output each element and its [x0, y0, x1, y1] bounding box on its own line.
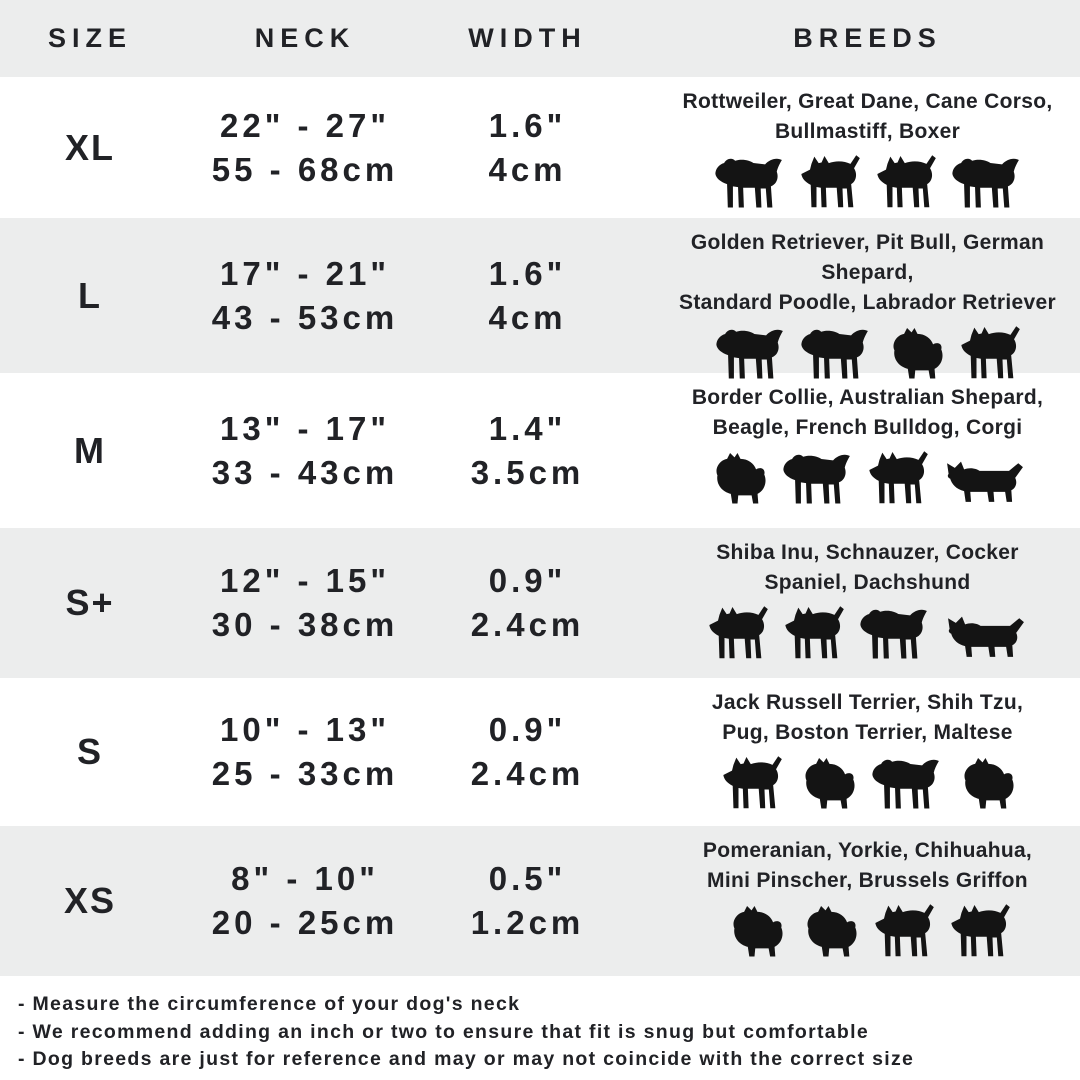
neck-cm: 55 - 68cm — [211, 150, 399, 188]
size-label: M — [74, 429, 106, 471]
header-size: SIZE — [47, 23, 132, 53]
dog-pointy-ear-icon — [871, 901, 936, 958]
table-header: SIZE NECK WIDTH BREEDS — [0, 0, 1080, 77]
footnote: - We recommend adding an inch or two to … — [18, 1020, 869, 1043]
breeds-list: Border Collie, Australian Shepard, Beagl… — [691, 386, 1044, 439]
dog-floppy-ear-icon — [869, 753, 943, 810]
dog-floppy-ear-icon — [780, 448, 854, 505]
dog-silhouettes — [723, 901, 1012, 958]
size-label: S — [76, 731, 103, 772]
dog-silhouettes — [705, 603, 1030, 660]
neck-cm: 25 - 33cm — [211, 755, 399, 792]
width-cm: 4cm — [488, 150, 567, 188]
dog-fluffy-icon — [706, 450, 769, 505]
dog-pointy-ear-icon — [873, 152, 938, 209]
neck-cm: 43 - 53cm — [211, 298, 399, 336]
width-inches: 0.5" — [488, 860, 567, 897]
footnote: - Measure the circumference of your dog'… — [18, 993, 521, 1015]
breeds-list: Pomeranian, Yorkie, Chihuahua, Mini Pins… — [702, 839, 1033, 892]
width-cm: 2.4cm — [470, 755, 585, 792]
width-cm: 2.4cm — [470, 606, 585, 643]
neck-cm: 33 - 43cm — [211, 453, 399, 491]
table-row-m: M 13" - 17" 33 - 43cm 1.4" 3.5cm Border … — [0, 373, 1080, 528]
dog-floppy-ear-icon — [798, 323, 872, 380]
dog-long-body-icon — [941, 457, 1029, 505]
dog-fluffy-icon — [883, 325, 946, 380]
table-row-xl: XL 22" - 27" 55 - 68cm 1.6" 4cm Rottweil… — [0, 77, 1080, 218]
dog-fluffy-icon — [795, 755, 858, 810]
dog-floppy-ear-icon — [713, 323, 787, 380]
neck-inches: 22" - 27" — [219, 106, 391, 144]
table-row-xs: XS 8" - 10" 20 - 25cm 0.5" 1.2cm Pomeran… — [0, 826, 1080, 976]
footnote: - Dog breeds are just for reference and … — [18, 1048, 915, 1070]
breeds-list: Golden Retriever, Pit Bull, German Shepa… — [679, 231, 1056, 314]
neck-inches: 8" - 10" — [231, 860, 379, 897]
width-inches: 1.6" — [488, 254, 567, 292]
dog-pointy-ear-icon — [957, 323, 1022, 380]
dog-pointy-ear-icon — [705, 603, 770, 660]
header-breeds: BREEDS — [793, 23, 942, 53]
dog-pointy-ear-icon — [865, 448, 930, 505]
dog-long-body-icon — [942, 612, 1030, 660]
dog-pointy-ear-icon — [719, 753, 784, 810]
dog-silhouettes — [713, 323, 1022, 380]
table-row-l: L 17" - 21" 43 - 53cm 1.6" 4cm Golden Re… — [0, 218, 1080, 373]
size-label: S+ — [65, 582, 115, 623]
width-cm: 1.2cm — [470, 904, 585, 941]
dog-pointy-ear-icon — [797, 152, 862, 209]
dog-pointy-ear-icon — [781, 603, 846, 660]
neck-cm: 20 - 25cm — [211, 904, 399, 941]
table-row-s: S 10" - 13" 25 - 33cm 0.9" 2.4cm Jack Ru… — [0, 678, 1080, 826]
dog-floppy-ear-icon — [712, 152, 786, 209]
breeds-list: Jack Russell Terrier, Shih Tzu, Pug, Bos… — [711, 691, 1024, 744]
footnotes: - Measure the circumference of your dog'… — [0, 976, 1080, 1080]
dog-fluffy-icon — [797, 903, 860, 958]
neck-inches: 12" - 15" — [219, 562, 391, 599]
dog-silhouettes — [706, 448, 1029, 505]
neck-inches: 13" - 17" — [219, 409, 391, 447]
dog-floppy-ear-icon — [949, 152, 1023, 209]
dog-pointy-ear-icon — [947, 901, 1012, 958]
header-width: WIDTH — [468, 23, 587, 53]
table-row-s-plus: S+ 12" - 15" 30 - 38cm 0.9" 2.4cm Shiba … — [0, 528, 1080, 678]
width-inches: 1.4" — [488, 409, 567, 447]
dog-fluffy-icon — [723, 903, 786, 958]
dog-fluffy-icon — [954, 755, 1017, 810]
width-inches: 1.6" — [488, 106, 567, 144]
neck-inches: 10" - 13" — [219, 711, 391, 748]
width-inches: 0.9" — [488, 562, 567, 599]
neck-cm: 30 - 38cm — [211, 606, 399, 643]
width-inches: 0.9" — [488, 711, 567, 748]
dog-silhouettes — [712, 152, 1023, 209]
breeds-list: Rottweiler, Great Dane, Cane Corso, Bull… — [682, 90, 1053, 143]
header-neck: NECK — [254, 23, 356, 53]
neck-inches: 17" - 21" — [219, 254, 391, 292]
width-cm: 4cm — [488, 298, 567, 336]
breeds-list: Shiba Inu, Schnauzer, Cocker Spaniel, Da… — [716, 541, 1019, 594]
size-label: L — [78, 274, 102, 316]
dog-floppy-ear-icon — [857, 603, 931, 660]
width-cm: 3.5cm — [470, 453, 585, 491]
dog-silhouettes — [719, 753, 1017, 810]
size-label: XS — [63, 880, 117, 921]
size-label: XL — [64, 126, 115, 168]
